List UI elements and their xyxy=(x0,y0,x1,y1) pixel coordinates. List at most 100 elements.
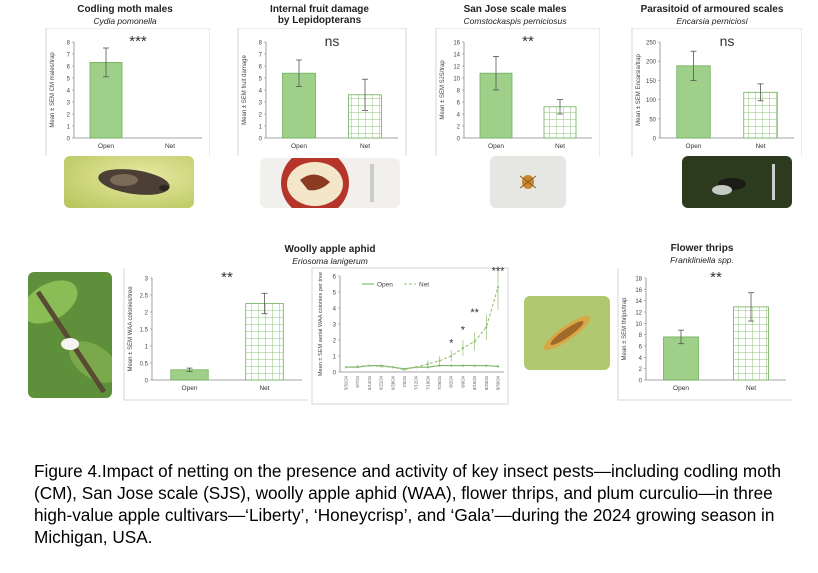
y-tick-label: 4 xyxy=(333,307,337,313)
y-tick-label: 250 xyxy=(646,41,657,47)
y-tick-label: 14 xyxy=(453,53,460,59)
y-tick-label: 1 xyxy=(145,345,149,351)
legend-label: Open xyxy=(377,282,393,289)
x-tick-label: Open xyxy=(686,143,702,150)
wasp-image xyxy=(682,156,792,208)
photo-apple-damage xyxy=(260,158,400,208)
series-point-open xyxy=(450,364,453,367)
y-tick-label: 2 xyxy=(333,339,337,345)
significance-label: ns xyxy=(325,33,340,49)
bar-chart-codling: 0 1 2 3 4 5 6 7 8 Mean ± SEM CM males/trap Open Net… xyxy=(45,28,210,156)
significance-label: ** xyxy=(470,307,479,319)
significance-label: * xyxy=(461,325,466,337)
chart-frame xyxy=(237,28,407,156)
bar-net xyxy=(245,303,284,381)
bar-open xyxy=(282,72,316,139)
y-tick-label: 0 xyxy=(457,137,461,143)
panel-subtitle: Frankliniella spp. xyxy=(670,255,734,265)
y-tick-label: 0 xyxy=(145,379,149,385)
y-tick-label: 5 xyxy=(259,77,263,83)
x-tick-label: Open xyxy=(98,143,114,150)
y-tick-label: 1 xyxy=(67,125,71,131)
y-tick-label: 12 xyxy=(453,65,460,71)
series-point-net xyxy=(403,368,406,371)
significance-label: *** xyxy=(492,266,506,277)
y-tick-label: 8 xyxy=(259,41,263,47)
series-line-net xyxy=(345,287,499,371)
y-axis-label: Mean ± SEM fruit damage xyxy=(242,55,248,125)
chart-frame xyxy=(123,268,308,401)
panel-subtitle: Cydia pomonella xyxy=(93,16,157,26)
bar-chart-flower-thrips: 0 2 4 6 8 10 12 14 16 18 Mean ± SEM thrips/trap Ope… xyxy=(617,268,792,401)
y-tick-label: 7 xyxy=(67,53,71,59)
panel-title: San Jose scale males xyxy=(463,4,567,15)
y-tick-label: 8 xyxy=(639,333,643,339)
series-point-open xyxy=(496,365,500,368)
y-tick-label: 2 xyxy=(457,125,461,131)
y-tick-label: 12 xyxy=(635,311,642,317)
x-tick-label: Net xyxy=(746,385,756,392)
y-tick-label: 1 xyxy=(333,355,337,361)
significance-label: ** xyxy=(221,269,233,286)
y-tick-label: 6 xyxy=(457,101,461,107)
y-tick-label: 50 xyxy=(649,117,656,123)
x-tick-label: Net xyxy=(360,143,370,150)
x-tick-label: Open xyxy=(182,385,198,392)
panel-title: Parasitoid of armoured scales xyxy=(640,4,784,15)
x-tick-label: Net xyxy=(555,143,565,150)
y-tick-label: 6 xyxy=(639,345,643,351)
significance-label: ** xyxy=(710,269,722,286)
chart-frame xyxy=(45,28,210,156)
x-tick-label: 6/21/24 xyxy=(379,375,384,390)
y-tick-label: 16 xyxy=(635,288,642,294)
x-tick-label: 7/5/24 xyxy=(402,375,407,387)
x-tick-label: Net xyxy=(165,143,175,150)
bar-chart-fruit-damage: 0 1 2 3 4 5 6 7 8 Mean ± SEM fruit damage Open Net n… xyxy=(237,28,407,156)
y-tick-label: 2 xyxy=(639,367,643,373)
waa-subtitle: Eriosoma lanigerum xyxy=(292,256,368,266)
y-tick-label: 0 xyxy=(639,379,643,385)
panel-subtitle: Comstockaspis perniciosus xyxy=(463,16,567,26)
significance-label: ** xyxy=(522,33,534,50)
panel-parasitoid: Parasitoid of armoured scales Encarsia p… xyxy=(622,0,802,225)
y-tick-label: 2 xyxy=(67,113,71,119)
y-tick-label: 2 xyxy=(145,311,149,317)
x-tick-label: Open xyxy=(291,143,307,150)
y-tick-label: 7 xyxy=(259,53,263,59)
x-tick-label: 7/26/24 xyxy=(437,375,442,390)
y-tick-label: 100 xyxy=(646,98,657,104)
bar-chart-san-jose-scale: 0 2 4 6 8 10 12 14 16 Mean ± SEM SJS/trap Open Net *… xyxy=(435,28,600,156)
series-point-open xyxy=(485,364,488,367)
legend-label: Net xyxy=(419,282,429,289)
x-tick-label: 6/7/24 xyxy=(355,375,360,387)
significance-label: *** xyxy=(129,33,147,50)
x-tick-label: 8/23/24 xyxy=(484,375,489,390)
y-tick-label: 8 xyxy=(67,41,71,47)
panel-san-jose-scale: San Jose scale males Comstockaspis perni… xyxy=(430,0,600,225)
panel-title: Codling moth males xyxy=(77,4,173,15)
panel-title: Flower thrips xyxy=(670,243,734,254)
panel-title-line2: by Lepidopterans xyxy=(277,15,362,26)
y-tick-label: 5 xyxy=(67,77,71,83)
y-tick-label: 18 xyxy=(635,277,642,283)
y-axis-label: Mean ± SEM WAA colonies/tree xyxy=(128,286,134,372)
y-tick-label: 6 xyxy=(333,275,337,281)
x-tick-label: 6/14/24 xyxy=(367,375,372,390)
y-axis-label: Mean ± SEM CM males/trap xyxy=(50,52,56,128)
y-tick-label: 6 xyxy=(259,65,263,71)
x-tick-label: Open xyxy=(673,385,689,392)
panel-fruit-damage: Internal fruit damage by Lepidopterans 0… xyxy=(232,0,407,225)
x-tick-label: Net xyxy=(259,385,269,392)
y-tick-label: 0 xyxy=(333,371,337,377)
chart-frame xyxy=(435,28,600,156)
photo-flower-thrips xyxy=(524,296,610,370)
apple-image xyxy=(260,158,400,208)
y-tick-label: 0 xyxy=(67,137,71,143)
x-tick-label: 7/19/24 xyxy=(425,375,430,390)
y-tick-label: 3 xyxy=(333,323,337,329)
y-tick-label: 2.5 xyxy=(140,294,149,300)
y-tick-label: 3 xyxy=(145,277,149,283)
y-tick-label: 4 xyxy=(639,356,643,362)
y-axis-label: Mean ± SEM aerial WAA colonies per tree xyxy=(318,272,324,376)
panel-subtitle: Encarsia perniciosi xyxy=(676,16,748,26)
